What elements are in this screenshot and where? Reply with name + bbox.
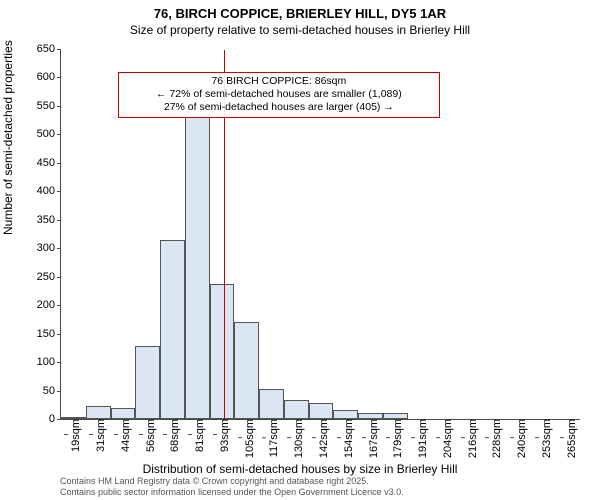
x-tick: 179sqm [386,419,404,458]
y-tick: 500 [37,128,61,140]
x-tick: 167sqm [362,419,380,458]
x-tick: 68sqm [163,419,181,452]
annotation-box: 76 BIRCH COPPICE: 86sqm← 72% of semi-det… [118,72,439,117]
x-tick: 228sqm [485,419,503,458]
histogram-bar [135,346,160,419]
x-tick: 81sqm [188,419,206,452]
x-tick: 19sqm [64,419,82,452]
y-tick: 150 [37,328,61,340]
x-tick: 117sqm [262,419,280,457]
histogram-bar [210,284,235,419]
chart-title-line2: Size of property relative to semi-detach… [0,23,600,37]
x-tick: 142sqm [312,419,330,458]
histogram-bar [234,322,259,419]
histogram-bar [185,117,210,419]
x-tick: 216sqm [461,419,479,458]
x-tick: 204sqm [436,419,454,458]
y-tick: 300 [37,242,61,254]
x-axis-label: Distribution of semi-detached houses by … [0,462,600,476]
y-tick: 50 [43,385,61,397]
y-tick: 450 [37,157,61,169]
y-tick: 550 [37,100,61,112]
y-tick: 250 [37,271,61,283]
y-tick: 650 [37,43,61,55]
x-tick: 191sqm [411,419,429,458]
x-tick: 93sqm [213,419,231,452]
x-tick: 265sqm [560,419,578,458]
x-tick: 44sqm [114,419,132,452]
x-tick: 130sqm [287,419,305,458]
y-axis-label: Number of semi-detached properties [1,40,15,235]
histogram-bar [160,240,185,419]
histogram-bar [284,400,309,419]
x-tick: 253sqm [535,419,553,458]
histogram-bar [259,389,284,419]
histogram-bar [86,406,111,419]
y-tick: 200 [37,299,61,311]
y-tick: 600 [37,71,61,83]
annotation-line: 76 BIRCH COPPICE: 86sqm [125,75,432,88]
histogram-bar [309,403,334,419]
y-tick: 100 [37,356,61,368]
title-block: 76, BIRCH COPPICE, BRIERLEY HILL, DY5 1A… [0,6,600,37]
y-tick: 0 [49,413,61,425]
chart-title-line1: 76, BIRCH COPPICE, BRIERLEY HILL, DY5 1A… [0,6,600,21]
x-tick: 154sqm [337,419,355,458]
annotation-line: ← 72% of semi-detached houses are smalle… [125,88,432,101]
credits-line1: Contains HM Land Registry data © Crown c… [60,476,404,487]
x-tick: 56sqm [139,419,157,452]
credits-line2: Contains public sector information licen… [60,487,404,498]
y-tick: 350 [37,214,61,226]
x-tick: 240sqm [510,419,528,458]
figure: 76, BIRCH COPPICE, BRIERLEY HILL, DY5 1A… [0,0,600,500]
x-tick: 31sqm [89,419,107,452]
histogram-bar [111,408,136,419]
credits-block: Contains HM Land Registry data © Crown c… [60,476,404,498]
annotation-line: 27% of semi-detached houses are larger (… [125,101,432,114]
y-tick: 400 [37,185,61,197]
histogram-bar [333,410,358,419]
x-tick: 105sqm [238,419,256,458]
plot-area: 76 BIRCH COPPICE: 86sqm← 72% of semi-det… [60,50,580,420]
